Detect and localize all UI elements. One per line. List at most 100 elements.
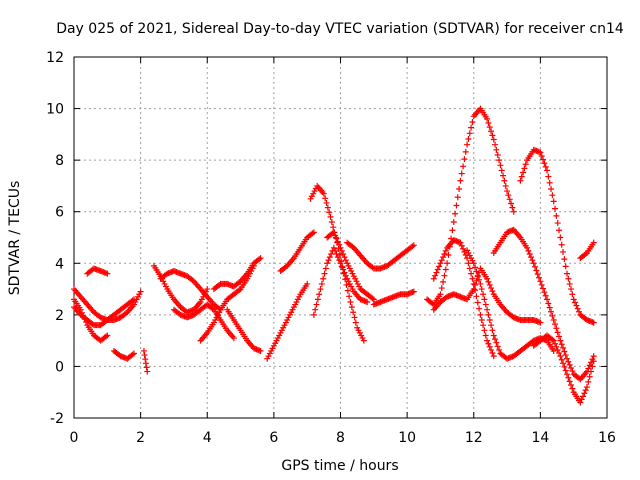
series-track-n [277, 229, 317, 275]
data-point [321, 270, 328, 277]
data-point [492, 336, 499, 343]
y-tick-label: 12 [46, 50, 64, 66]
data-point [542, 292, 549, 299]
data-point [351, 314, 358, 321]
data-point [538, 281, 545, 288]
data-point [500, 172, 507, 179]
data-point [510, 208, 517, 215]
data-point [560, 344, 567, 351]
data-point [481, 327, 488, 334]
data-point [525, 247, 532, 254]
series-track-o [307, 182, 367, 344]
series-track-d [84, 265, 111, 277]
data-point [438, 257, 445, 264]
data-point [102, 333, 109, 340]
data-point [316, 291, 323, 298]
data-point [530, 260, 537, 267]
data-point [318, 280, 325, 287]
data-point [445, 252, 452, 259]
data-point [429, 300, 436, 307]
data-point [330, 224, 337, 231]
data-point [352, 319, 359, 326]
data-point [561, 256, 568, 263]
data-point [493, 339, 500, 346]
series-track-r [344, 239, 417, 272]
data-point [465, 135, 472, 142]
data-point [576, 308, 583, 315]
data-point [562, 263, 569, 270]
data-point [560, 360, 567, 367]
data-point [568, 286, 575, 293]
x-tick-label: 14 [531, 430, 549, 446]
data-point [454, 194, 461, 201]
data-point [458, 242, 465, 249]
data-point [566, 378, 573, 385]
data-point [326, 254, 333, 261]
data-point [554, 220, 561, 227]
data-point [588, 368, 595, 375]
data-point [538, 153, 545, 160]
data-point [129, 351, 136, 358]
data-point [470, 260, 477, 267]
data-point [473, 293, 480, 300]
data-point [330, 244, 337, 251]
series-track-h [157, 268, 224, 313]
data-point [325, 257, 332, 264]
data-point [320, 190, 327, 197]
data-point [557, 337, 564, 344]
data-point [550, 317, 557, 324]
data-point [520, 169, 527, 176]
data-point [333, 235, 340, 242]
data-point [590, 319, 597, 326]
data-point [544, 296, 551, 303]
data-point [589, 363, 596, 370]
data-point [324, 204, 331, 211]
data-point [585, 378, 592, 385]
data-point [430, 275, 437, 282]
data-point [582, 251, 589, 258]
data-point [462, 148, 469, 155]
data-point [320, 275, 327, 282]
data-point [542, 163, 549, 170]
series-track-l [224, 306, 264, 354]
data-point [460, 163, 467, 170]
series-track-m [264, 280, 311, 362]
data-point [216, 281, 223, 288]
data-point [470, 280, 477, 287]
data-point [468, 124, 475, 131]
x-tick-label: 16 [598, 430, 616, 446]
data-point [466, 130, 473, 137]
data-point [502, 182, 509, 189]
data-point [494, 343, 501, 350]
data-point [440, 254, 447, 261]
data-point [347, 298, 354, 305]
data-point [104, 332, 111, 339]
data-point [309, 230, 316, 237]
series-track-aa [577, 239, 597, 262]
data-point [342, 272, 349, 279]
data-point [545, 300, 552, 307]
data-point [334, 254, 341, 261]
data-point [578, 396, 585, 403]
data-point [478, 317, 485, 324]
data-point [490, 136, 497, 143]
data-point [482, 301, 489, 308]
data-point [360, 337, 367, 344]
data-point [461, 156, 468, 163]
data-point [580, 393, 587, 400]
data-point [496, 157, 503, 164]
data-point [465, 260, 472, 267]
series-track-f [140, 347, 151, 375]
data-point [437, 260, 444, 267]
data-point [572, 299, 579, 306]
data-point [369, 295, 376, 302]
data-point [556, 333, 563, 340]
data-point [323, 199, 330, 206]
data-point [553, 325, 560, 332]
data-point [521, 165, 528, 172]
y-tick-label: 4 [55, 256, 64, 272]
data-point [552, 340, 559, 347]
data-point [472, 264, 479, 271]
data-point [432, 272, 439, 279]
